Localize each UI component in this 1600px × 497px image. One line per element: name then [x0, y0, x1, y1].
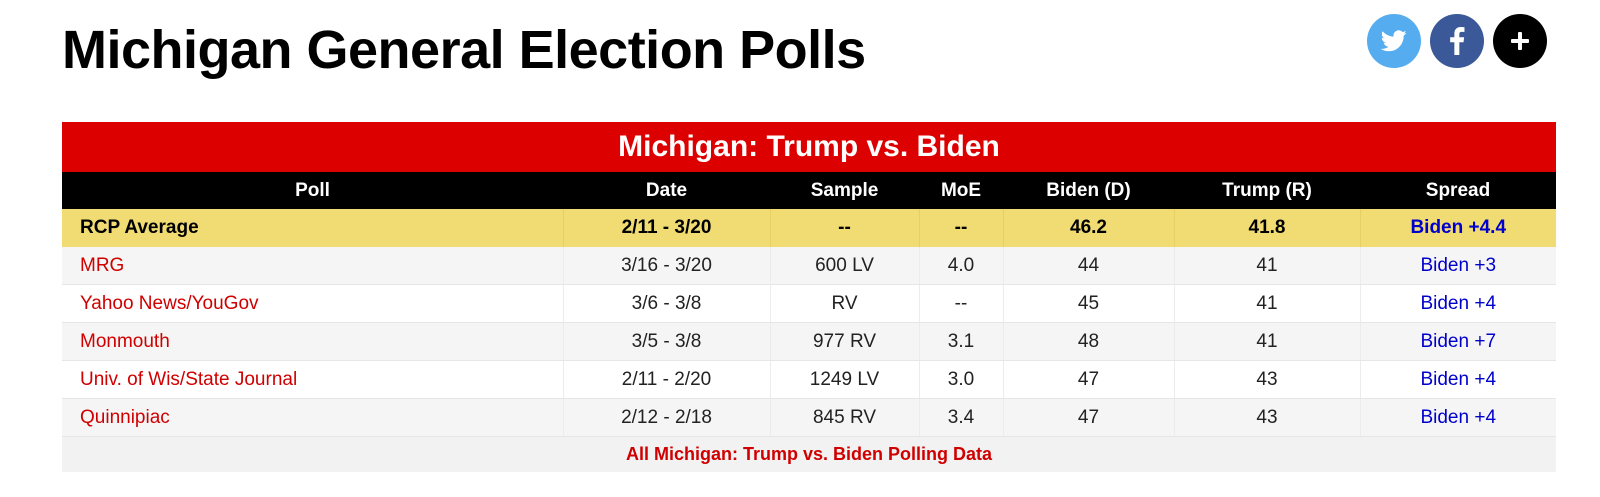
- average-poll: RCP Average: [62, 209, 564, 247]
- table-row: MRG 3/16 - 3/20 600 LV 4.0 44 41 Biden +…: [62, 247, 1556, 285]
- poll-trump: 41: [1174, 247, 1361, 285]
- poll-link[interactable]: Yahoo News/YouGov: [62, 284, 564, 323]
- poll-biden: 44: [1003, 247, 1175, 285]
- header-date: Date: [563, 172, 770, 209]
- average-biden: 46.2: [1003, 209, 1175, 247]
- header-biden: Biden (D): [1003, 172, 1174, 209]
- table-footer-row: All Michigan: Trump vs. Biden Polling Da…: [62, 436, 1556, 472]
- poll-sample: 977 RV: [770, 322, 920, 361]
- more-share-button[interactable]: [1493, 14, 1547, 68]
- poll-link[interactable]: Univ. of Wis/State Journal: [62, 360, 564, 399]
- poll-date: 2/12 - 2/18: [563, 398, 771, 437]
- poll-link[interactable]: MRG: [62, 247, 564, 285]
- poll-biden: 48: [1003, 322, 1175, 361]
- poll-spread: Biden +3: [1360, 247, 1556, 285]
- header-spread: Spread: [1360, 172, 1556, 209]
- average-trump: 41.8: [1174, 209, 1361, 247]
- average-sample: --: [770, 209, 920, 247]
- polls-table: Michigan: Trump vs. Biden Poll Date Samp…: [62, 122, 1556, 472]
- poll-trump: 41: [1174, 284, 1361, 323]
- poll-rows: MRG 3/16 - 3/20 600 LV 4.0 44 41 Biden +…: [62, 247, 1556, 437]
- poll-biden: 45: [1003, 284, 1175, 323]
- rcp-average-row: RCP Average 2/11 - 3/20 -- -- 46.2 41.8 …: [62, 209, 1556, 247]
- header-trump: Trump (R): [1174, 172, 1360, 209]
- poll-spread: Biden +4: [1360, 398, 1556, 437]
- poll-biden: 47: [1003, 360, 1175, 399]
- table-caption: Michigan: Trump vs. Biden: [62, 122, 1556, 172]
- poll-date: 3/16 - 3/20: [563, 247, 771, 285]
- poll-biden: 47: [1003, 398, 1175, 437]
- header-moe: MoE: [919, 172, 1003, 209]
- poll-spread: Biden +7: [1360, 322, 1556, 361]
- page-title: Michigan General Election Polls: [62, 20, 866, 80]
- poll-date: 3/6 - 3/8: [563, 284, 771, 323]
- average-moe: --: [919, 209, 1004, 247]
- table-row: Yahoo News/YouGov 3/6 - 3/8 RV -- 45 41 …: [62, 284, 1556, 323]
- poll-sample: 600 LV: [770, 247, 920, 285]
- plus-icon: [1509, 30, 1531, 52]
- twitter-share-button[interactable]: [1367, 14, 1421, 68]
- table-caption-row: Michigan: Trump vs. Biden: [62, 122, 1556, 172]
- poll-link[interactable]: Monmouth: [62, 322, 564, 361]
- poll-moe: 4.0: [919, 247, 1004, 285]
- poll-spread: Biden +4: [1360, 284, 1556, 323]
- all-polling-data-link[interactable]: All Michigan: Trump vs. Biden Polling Da…: [62, 436, 1556, 472]
- poll-sample: 1249 LV: [770, 360, 920, 399]
- facebook-f-icon: [1449, 27, 1465, 55]
- poll-moe: 3.4: [919, 398, 1004, 437]
- poll-trump: 41: [1174, 322, 1361, 361]
- table-header-row: Poll Date Sample MoE Biden (D) Trump (R)…: [62, 172, 1556, 209]
- twitter-bird-icon: [1381, 30, 1407, 52]
- poll-moe: --: [919, 284, 1004, 323]
- poll-moe: 3.0: [919, 360, 1004, 399]
- poll-moe: 3.1: [919, 322, 1004, 361]
- poll-date: 2/11 - 2/20: [563, 360, 771, 399]
- average-spread: Biden +4.4: [1360, 209, 1556, 247]
- header-poll: Poll: [62, 172, 563, 209]
- poll-trump: 43: [1174, 360, 1361, 399]
- header-sample: Sample: [770, 172, 919, 209]
- table-row: Quinnipiac 2/12 - 2/18 845 RV 3.4 47 43 …: [62, 398, 1556, 437]
- average-date: 2/11 - 3/20: [563, 209, 771, 247]
- facebook-share-button[interactable]: [1430, 14, 1484, 68]
- poll-sample: 845 RV: [770, 398, 920, 437]
- poll-link[interactable]: Quinnipiac: [62, 398, 564, 437]
- poll-date: 3/5 - 3/8: [563, 322, 771, 361]
- poll-trump: 43: [1174, 398, 1361, 437]
- poll-spread: Biden +4: [1360, 360, 1556, 399]
- table-row: Monmouth 3/5 - 3/8 977 RV 3.1 48 41 Bide…: [62, 322, 1556, 361]
- table-row: Univ. of Wis/State Journal 2/11 - 2/20 1…: [62, 360, 1556, 399]
- poll-sample: RV: [770, 284, 920, 323]
